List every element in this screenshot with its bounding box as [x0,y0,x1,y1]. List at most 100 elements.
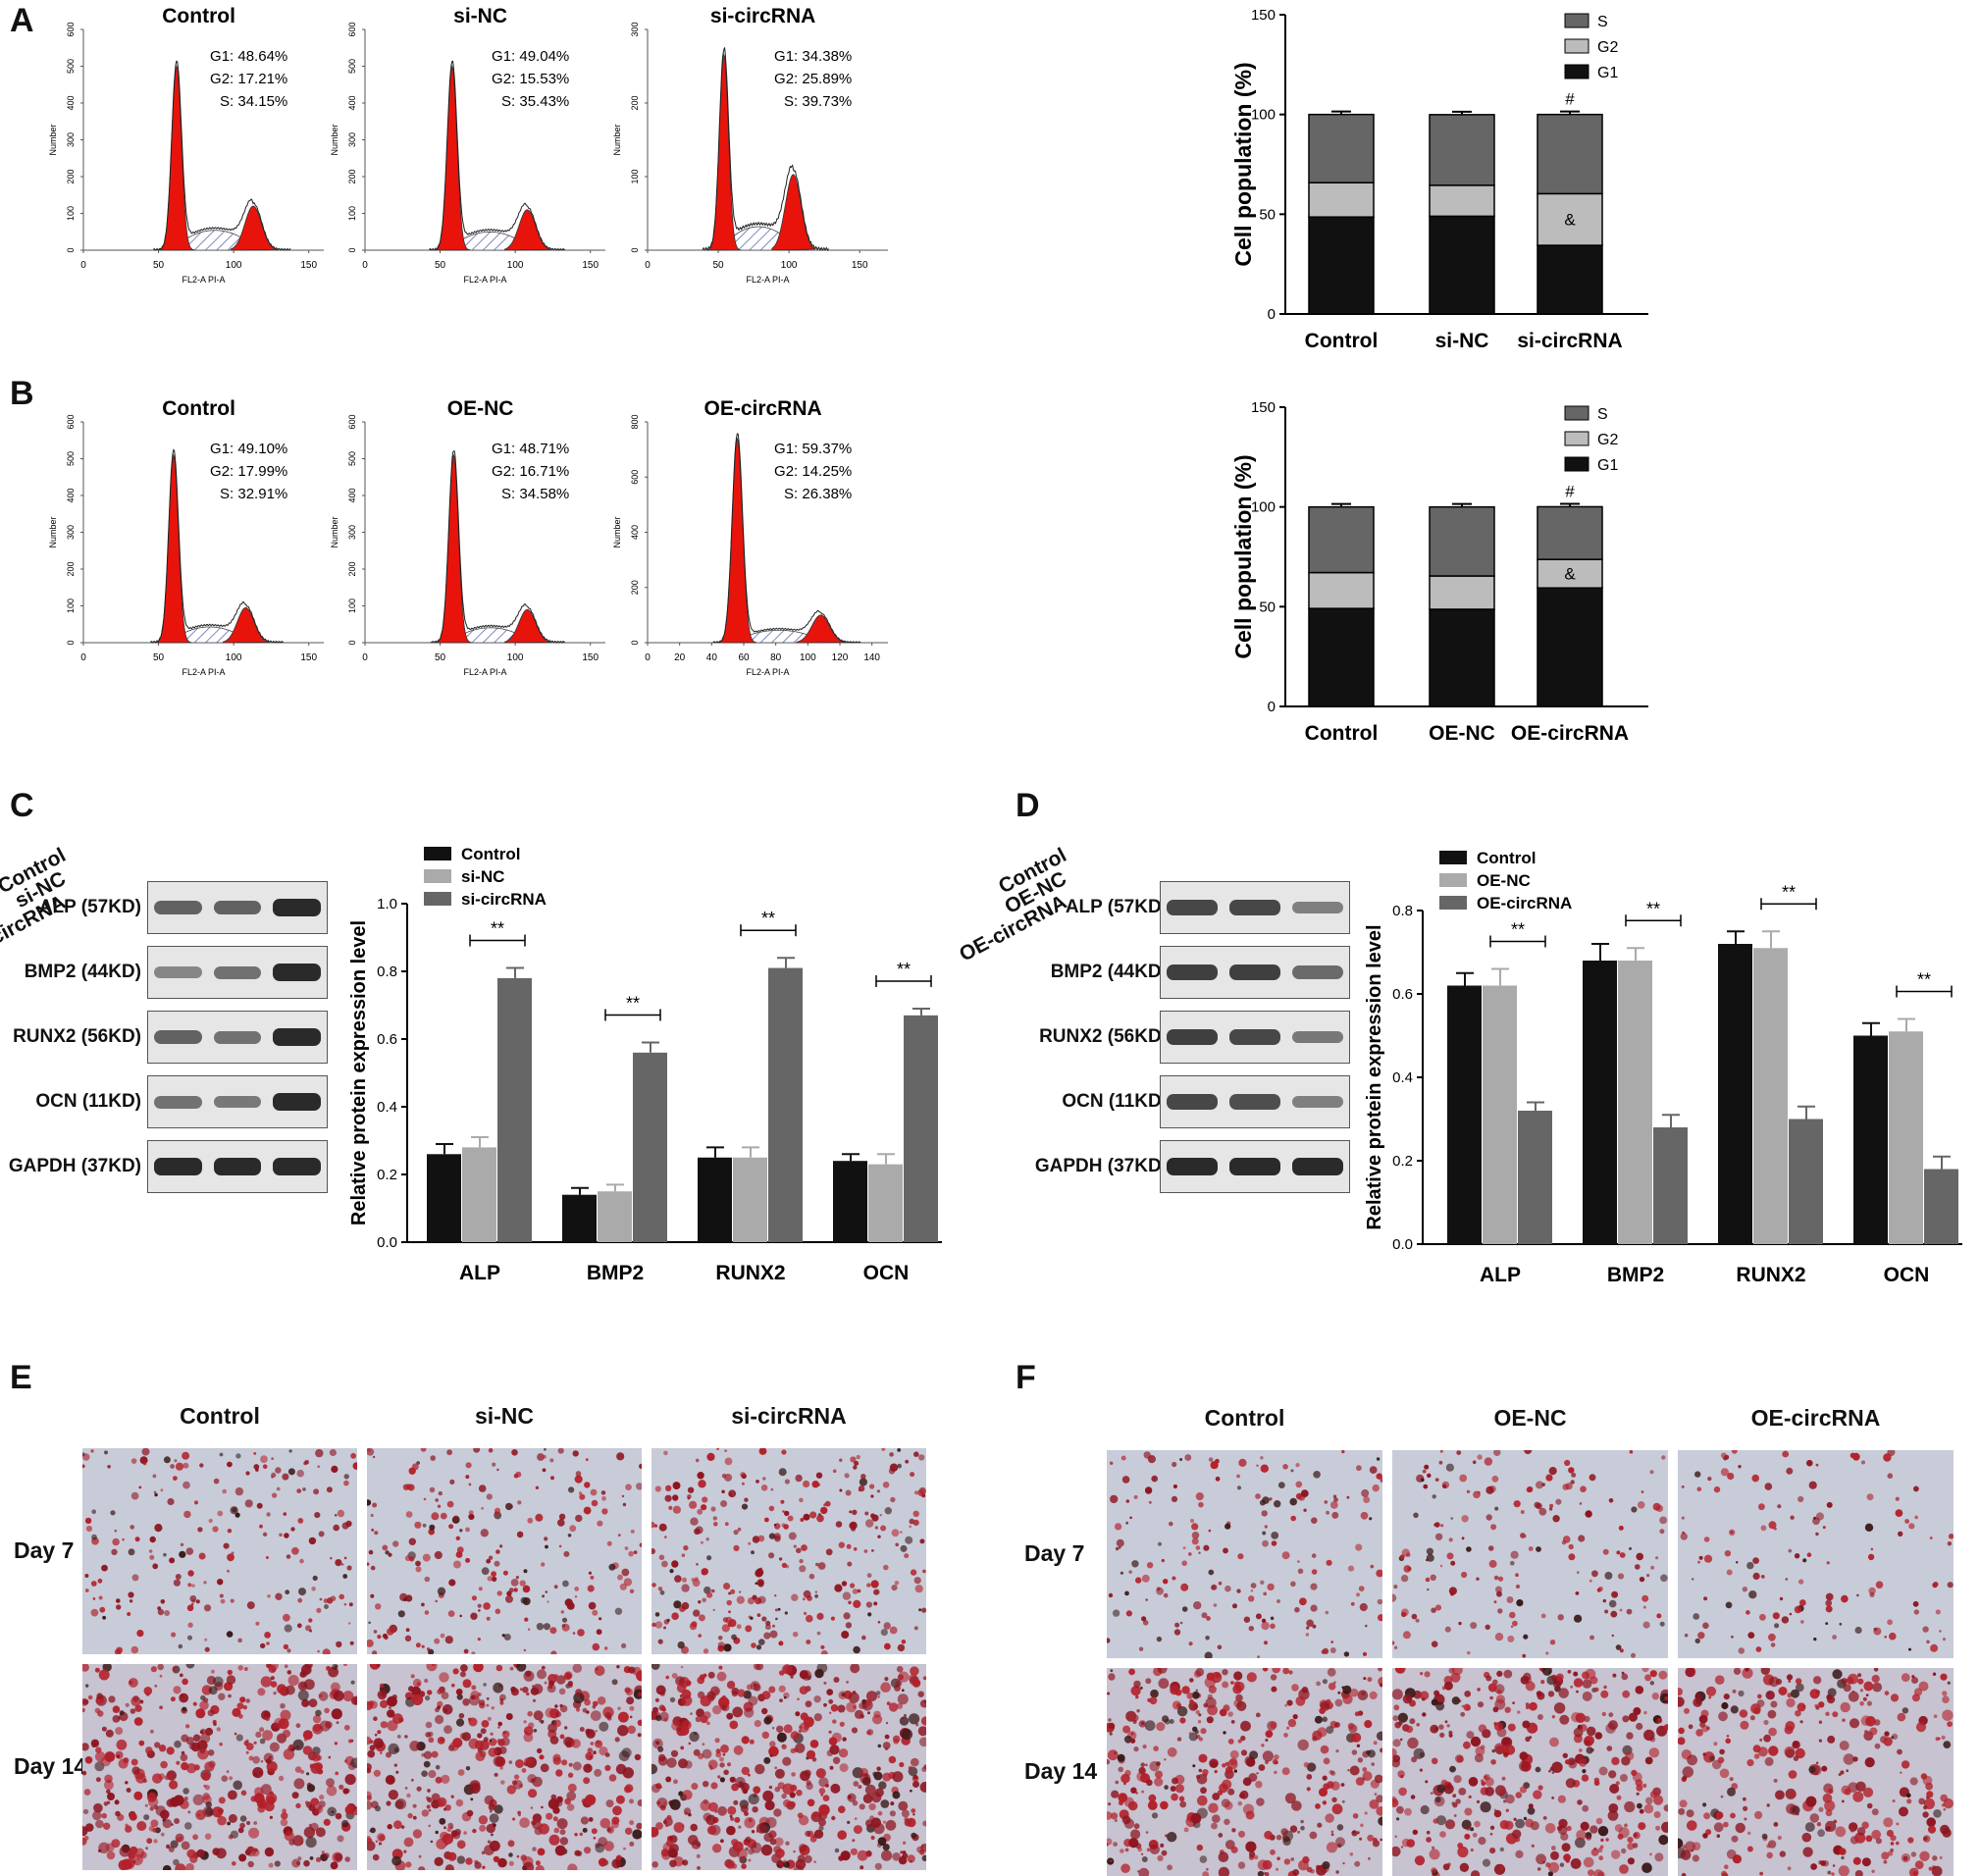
stain-spot [516,1531,524,1538]
stain-spot [1904,1519,1909,1524]
stain-spot [1558,1688,1569,1698]
stain-spot [776,1725,784,1733]
stain-spot [803,1480,810,1488]
stain-spot [335,1812,342,1820]
stain-spot [1262,1668,1269,1672]
stain-spot [1766,1851,1773,1859]
stain-spot [204,1646,210,1652]
stain-spot [1229,1749,1239,1759]
stain-spot [1579,1502,1583,1505]
stacked-segment-s [1429,114,1495,186]
stain-spot [1806,1459,1813,1467]
stain-spot [1392,1754,1401,1763]
stain-spot [170,1840,179,1849]
stain-spot [270,1681,278,1688]
stain-spot [1265,1730,1274,1739]
stain-spot [1463,1703,1471,1711]
stain-spot [707,1671,715,1679]
stain-spot [375,1805,381,1812]
stain-spot [331,1708,342,1720]
stain-spot [1349,1852,1354,1856]
stain-spot [1129,1516,1132,1520]
stain-spot [480,1728,487,1735]
stain-spot [1788,1548,1793,1553]
stain-spot [1376,1473,1382,1480]
stain-spot [572,1632,576,1635]
stain-spot [1736,1561,1739,1564]
stain-spot [367,1639,374,1647]
y-tick-label: 400 [347,95,357,110]
stain-spot [1434,1478,1439,1482]
stain-spot [1608,1599,1617,1608]
stain-spot [1939,1630,1942,1633]
stain-spot [1463,1741,1471,1749]
stain-spot [326,1486,333,1493]
stain-spot [182,1788,189,1795]
stain-spot [588,1817,594,1822]
stain-spot [820,1793,824,1797]
stain-spot [130,1758,138,1766]
stain-spot [1869,1592,1875,1597]
y-tick-label: 100 [1251,107,1276,124]
stain-spot [1430,1724,1439,1734]
stain-spot [322,1648,331,1654]
stain-spot [455,1798,464,1807]
stain-spot [508,1860,514,1866]
stain-spot [457,1769,465,1776]
stain-spot [447,1610,455,1617]
stain-spot [1357,1757,1364,1763]
stain-spot [1484,1457,1493,1466]
stain-spot [1157,1668,1168,1674]
stain-spot [1787,1866,1792,1871]
stain-spot [901,1640,907,1644]
stain-spot [657,1639,663,1644]
stain-spot [680,1665,684,1669]
stain-spot [190,1742,201,1752]
stain-spot [603,1646,608,1650]
stain-spot [1540,1680,1545,1685]
stain-spot [1758,1503,1765,1511]
significance-marker: ** [491,919,504,939]
stain-spot [1330,1770,1336,1776]
stain-spot [558,1513,566,1520]
stain-spot [850,1583,856,1589]
stain-spot [1947,1541,1953,1546]
stain-spot [1475,1746,1485,1756]
stain-spot [1857,1678,1864,1685]
x-tick-label: 0 [80,652,86,663]
stain-spot [768,1686,776,1694]
stain-spot [1765,1691,1775,1700]
stain-spot [1902,1707,1909,1714]
stain-spot [472,1828,477,1834]
stain-spot [844,1473,850,1479]
stain-spot [1392,1593,1397,1602]
stain-spot [393,1820,402,1830]
stain-spot [84,1756,93,1764]
stain-spot [160,1832,165,1837]
stain-spot [862,1794,873,1803]
stain-spot [866,1691,877,1702]
stain-spot [1617,1833,1624,1840]
stain-spot [483,1737,489,1743]
stain-spot [1331,1511,1339,1519]
stain-spot [1779,1596,1784,1601]
blot-row-label: OCN (11KD) [35,1091,141,1112]
stain-spot [1448,1537,1453,1542]
stain-spot [1743,1797,1746,1801]
stain-spot [253,1464,260,1470]
y-tick-label: 200 [66,561,76,576]
stain-spot [748,1794,759,1805]
stain-spot [522,1597,531,1605]
stain-spot [106,1850,116,1860]
stain-spot [1322,1716,1328,1723]
stain-spot [1259,1499,1266,1506]
stain-spot [367,1499,372,1506]
stain-spot [1896,1841,1900,1846]
legend-label: G2 [1597,39,1618,56]
stain-spot [1325,1610,1329,1615]
stain-spot [1611,1850,1621,1859]
stain-spot [1287,1718,1297,1728]
stain-spot [402,1484,410,1490]
flow-title: OE-NC [447,397,514,420]
stain-spot [1681,1485,1685,1488]
